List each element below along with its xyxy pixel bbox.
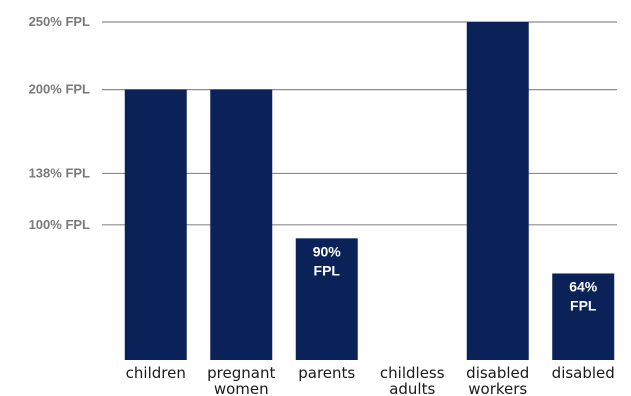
category-label: women — [214, 380, 269, 396]
gridlines — [102, 21, 617, 226]
category-label: adults — [389, 380, 435, 396]
bar — [124, 89, 187, 360]
data-label: FPL — [570, 297, 597, 313]
y-tick-label: 250% FPL — [29, 14, 90, 29]
category-label: disabled — [466, 364, 529, 382]
bars — [124, 22, 615, 360]
data-label: 90% — [313, 243, 342, 259]
data-labels: 90% FPL 64% FPL — [313, 243, 598, 313]
bar — [466, 22, 529, 360]
category-label: parents — [298, 364, 355, 382]
bar — [295, 238, 358, 360]
category-label: workers — [468, 380, 527, 396]
bar — [552, 273, 615, 360]
category-label: disabled — [552, 364, 615, 382]
y-tick-label: 200% FPL — [29, 82, 90, 97]
data-label: FPL — [314, 262, 341, 278]
data-label: 64% — [569, 278, 598, 294]
category-label: pregnant — [207, 364, 275, 382]
category-label: children — [126, 364, 186, 382]
category-label: childless — [380, 364, 445, 382]
y-tick-label: 100% FPL — [29, 217, 90, 232]
y-axis-tick-labels: 100% FPL 138% FPL 200% FPL 250% FPL — [29, 14, 90, 232]
bar — [210, 89, 273, 360]
y-tick-label: 138% FPL — [29, 165, 90, 180]
